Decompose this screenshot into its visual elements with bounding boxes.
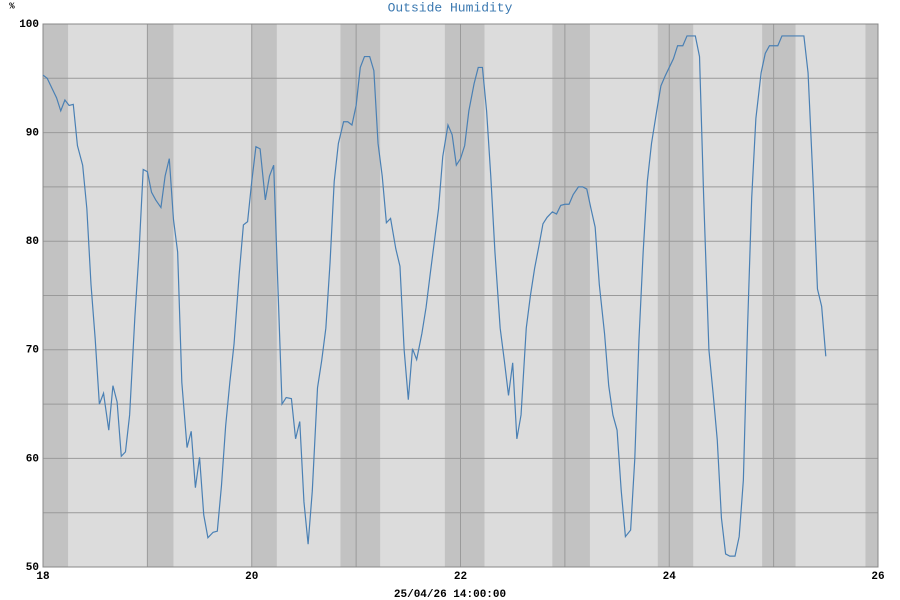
x-tick-label: 26 bbox=[871, 571, 884, 583]
humidity-line bbox=[42, 35, 827, 557]
x-tick-label: 22 bbox=[454, 571, 467, 583]
y-tick-label: 80 bbox=[26, 236, 39, 248]
x-axis-label: 25/04/26 14:00:00 bbox=[394, 589, 506, 600]
x-tick-label: 20 bbox=[245, 571, 258, 583]
y-tick-label: 60 bbox=[26, 453, 39, 465]
chart-title: Outside Humidity bbox=[388, 0, 513, 15]
y-tick-label: 100 bbox=[19, 19, 39, 31]
y-tick-label: 50 bbox=[26, 562, 39, 574]
y-tick-label: 90 bbox=[26, 128, 39, 140]
y-tick-label: 70 bbox=[26, 345, 39, 357]
y-axis-label: % bbox=[9, 1, 15, 11]
plot-frame bbox=[42, 23, 879, 568]
x-tick-label: 24 bbox=[663, 571, 677, 583]
x-tick-label: 18 bbox=[36, 571, 50, 583]
